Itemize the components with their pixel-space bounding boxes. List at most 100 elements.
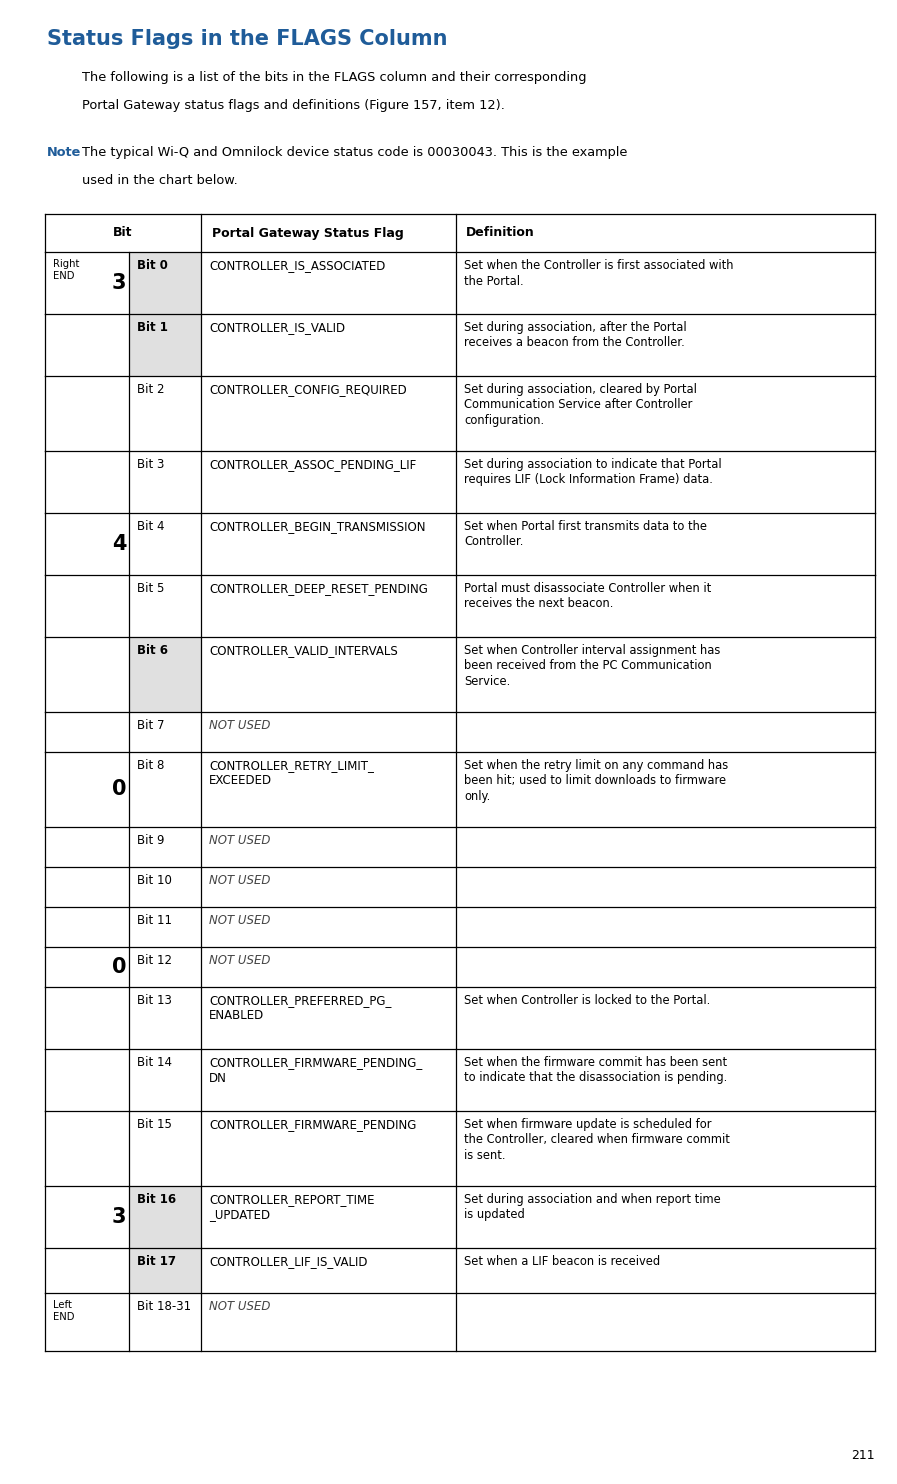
Bar xyxy=(201,712,456,752)
Bar xyxy=(456,1186,875,1248)
Bar xyxy=(45,252,89,315)
Text: Bit 0: Bit 0 xyxy=(137,260,168,272)
Text: Bit 8: Bit 8 xyxy=(137,758,164,772)
Bar xyxy=(129,752,201,827)
Bar xyxy=(45,827,89,867)
Text: CONTROLLER_VALID_INTERVALS: CONTROLLER_VALID_INTERVALS xyxy=(209,644,397,657)
Text: 3: 3 xyxy=(112,1206,126,1227)
Bar xyxy=(201,867,456,907)
Text: The typical Wi-Q and Omnilock device status code is 00030043. This is the exampl: The typical Wi-Q and Omnilock device sta… xyxy=(82,145,627,159)
Text: Bit 16: Bit 16 xyxy=(137,1193,176,1206)
Bar xyxy=(201,637,456,712)
Text: Set when a LIF beacon is received: Set when a LIF beacon is received xyxy=(464,1255,660,1267)
Bar xyxy=(201,1049,456,1112)
Text: Bit 4: Bit 4 xyxy=(137,519,164,533)
Text: Bit 14: Bit 14 xyxy=(137,1057,172,1068)
Text: CONTROLLER_RETRY_LIMIT_
EXCEEDED: CONTROLLER_RETRY_LIMIT_ EXCEEDED xyxy=(209,758,374,788)
Text: 4: 4 xyxy=(112,534,126,554)
Text: Bit 9: Bit 9 xyxy=(137,834,164,847)
Bar xyxy=(89,1248,129,1293)
Text: Set during association, after the Portal
receives a beacon from the Controller.: Set during association, after the Portal… xyxy=(464,321,686,350)
Text: CONTROLLER_IS_ASSOCIATED: CONTROLLER_IS_ASSOCIATED xyxy=(209,260,386,272)
Text: CONTROLLER_LIF_IS_VALID: CONTROLLER_LIF_IS_VALID xyxy=(209,1255,368,1267)
Bar xyxy=(89,827,129,867)
Text: Set during association to indicate that Portal
requires LIF (Lock Information Fr: Set during association to indicate that … xyxy=(464,459,721,487)
Bar xyxy=(129,637,201,712)
Text: 211: 211 xyxy=(851,1448,875,1462)
Bar xyxy=(201,827,456,867)
Bar xyxy=(45,451,89,513)
Text: NOT USED: NOT USED xyxy=(209,1300,270,1313)
Bar xyxy=(45,1049,89,1112)
Bar xyxy=(45,1248,89,1293)
Bar xyxy=(201,1248,456,1293)
Text: CONTROLLER_PREFERRED_PG_
ENABLED: CONTROLLER_PREFERRED_PG_ ENABLED xyxy=(209,994,391,1022)
Bar xyxy=(201,907,456,947)
Text: Set when firmware update is scheduled for
the Controller, cleared when firmware : Set when firmware update is scheduled fo… xyxy=(464,1117,730,1162)
Text: NOT USED: NOT USED xyxy=(209,874,270,887)
Bar xyxy=(89,867,129,907)
Bar xyxy=(89,712,129,752)
Bar xyxy=(89,987,129,1049)
Bar xyxy=(456,907,875,947)
Bar xyxy=(456,315,875,375)
Bar xyxy=(201,315,456,375)
Bar xyxy=(45,1293,89,1350)
Bar xyxy=(456,947,875,987)
Bar xyxy=(201,375,456,451)
Text: The following is a list of the bits in the FLAGS column and their corresponding: The following is a list of the bits in t… xyxy=(82,71,587,85)
Bar xyxy=(129,1186,201,1248)
Bar xyxy=(456,1049,875,1112)
Bar xyxy=(129,451,201,513)
Bar xyxy=(89,315,129,375)
Bar xyxy=(129,1293,201,1350)
Bar xyxy=(456,1112,875,1186)
Text: Bit 12: Bit 12 xyxy=(137,954,172,968)
Bar xyxy=(89,1049,129,1112)
Bar xyxy=(456,637,875,712)
Bar xyxy=(129,252,201,315)
Text: Set when Controller interval assignment has
been received from the PC Communicat: Set when Controller interval assignment … xyxy=(464,644,720,689)
Text: Bit 13: Bit 13 xyxy=(137,994,172,1008)
Text: Definition: Definition xyxy=(466,227,535,239)
Bar xyxy=(89,752,129,827)
Bar xyxy=(89,907,129,947)
Bar xyxy=(45,214,875,252)
Text: Set when the retry limit on any command has
been hit; used to limit downloads to: Set when the retry limit on any command … xyxy=(464,758,728,803)
Text: NOT USED: NOT USED xyxy=(209,914,270,928)
Text: Bit 6: Bit 6 xyxy=(137,644,168,657)
Bar xyxy=(201,252,456,315)
Bar xyxy=(201,451,456,513)
Bar xyxy=(89,637,129,712)
Text: Portal must disassociate Controller when it
receives the next beacon.: Portal must disassociate Controller when… xyxy=(464,582,711,610)
Bar xyxy=(89,1186,129,1248)
Bar xyxy=(45,867,89,907)
Bar xyxy=(201,1112,456,1186)
Bar xyxy=(45,712,89,752)
Bar xyxy=(129,574,201,637)
Text: Status Flags in the FLAGS Column: Status Flags in the FLAGS Column xyxy=(47,30,448,49)
Text: CONTROLLER_REPORT_TIME
_UPDATED: CONTROLLER_REPORT_TIME _UPDATED xyxy=(209,1193,375,1221)
Bar xyxy=(45,315,89,375)
Bar xyxy=(129,315,201,375)
Bar xyxy=(45,907,89,947)
Bar xyxy=(45,513,89,574)
Bar xyxy=(129,375,201,451)
Bar xyxy=(129,947,201,987)
Bar xyxy=(456,827,875,867)
Bar xyxy=(201,752,456,827)
Bar xyxy=(201,574,456,637)
Text: CONTROLLER_DEEP_RESET_PENDING: CONTROLLER_DEEP_RESET_PENDING xyxy=(209,582,428,595)
Bar xyxy=(201,987,456,1049)
Bar xyxy=(201,947,456,987)
Bar xyxy=(45,637,89,712)
Text: Bit 15: Bit 15 xyxy=(137,1117,172,1131)
Bar xyxy=(45,1186,89,1248)
Text: Bit 7: Bit 7 xyxy=(137,720,164,732)
Text: 3: 3 xyxy=(112,273,126,292)
Text: Right
END: Right END xyxy=(53,260,79,282)
Bar xyxy=(456,752,875,827)
Bar xyxy=(201,1186,456,1248)
Text: NOT USED: NOT USED xyxy=(209,954,270,968)
Bar xyxy=(89,1112,129,1186)
